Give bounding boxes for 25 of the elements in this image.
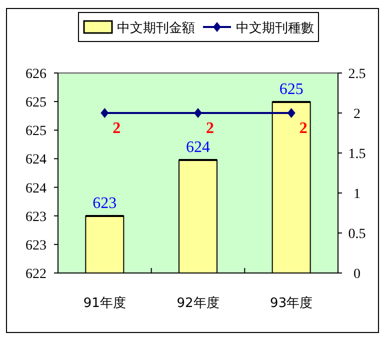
data-label: 2 [206, 120, 214, 137]
y2-tick-label: 1 [354, 187, 360, 202]
x-tick-label: 91年度 [83, 295, 126, 311]
legend-label: 中文期刊金額 [117, 21, 195, 36]
y-tick-label: 622 [26, 267, 46, 282]
y-tick-label: 626 [26, 67, 46, 82]
legend-label: 中文期刊種數 [236, 21, 314, 36]
data-label: 624 [186, 139, 210, 156]
y2-tick-label: 2.5 [348, 67, 366, 82]
y-tick-label: 623 [26, 210, 46, 225]
data-label: 2 [112, 120, 121, 137]
y-tick-label: 624 [26, 181, 46, 196]
y-tick-label: 623 [26, 238, 46, 254]
x-tick-label: 92年度 [176, 295, 220, 311]
y2-tick-label: 0.5 [348, 227, 366, 242]
x-tick-label: 93年度 [270, 295, 313, 311]
y-tick-label: 625 [26, 96, 46, 111]
y2-tick-label: 1.5 [348, 147, 366, 162]
y-tick-label: 624 [26, 152, 46, 168]
data-label: 625 [279, 81, 304, 98]
y-tick-label: 625 [26, 124, 46, 140]
data-label: 2 [299, 120, 308, 137]
y2-tick-label: 0 [354, 267, 360, 282]
y2-tick-label: 2 [354, 107, 360, 122]
data-label: 623 [92, 195, 117, 212]
